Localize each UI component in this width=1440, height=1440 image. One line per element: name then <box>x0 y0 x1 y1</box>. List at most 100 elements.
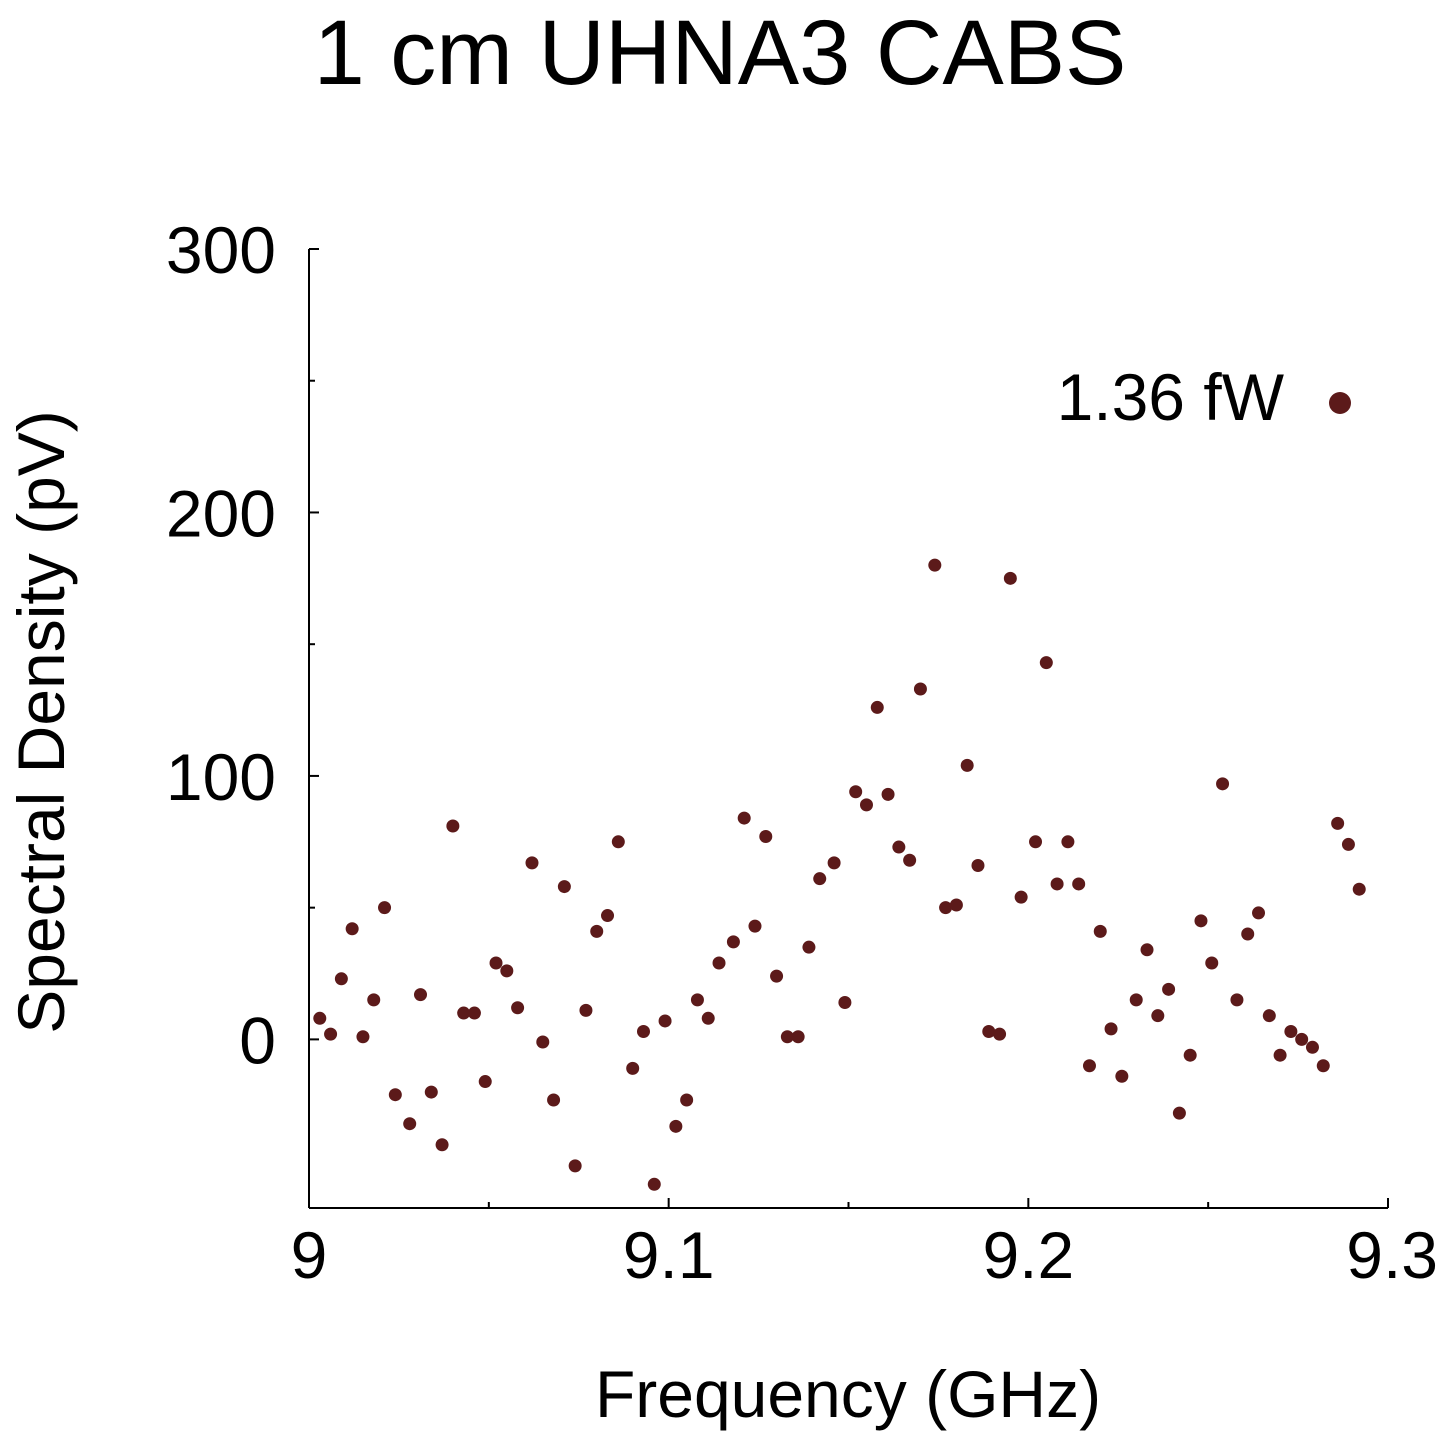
x-tick-label: 9.1 <box>623 1218 715 1292</box>
data-point <box>993 1027 1007 1041</box>
x-tick-label: 9 <box>291 1218 328 1292</box>
data-point <box>557 880 571 894</box>
data-point <box>680 1093 694 1107</box>
y-tick-label: 0 <box>239 1003 276 1077</box>
data-points <box>313 558 1366 1191</box>
data-point <box>770 969 784 983</box>
data-point <box>1305 1040 1319 1054</box>
data-point <box>913 682 927 696</box>
data-point <box>726 935 740 949</box>
data-point <box>1262 1009 1276 1023</box>
data-point <box>1093 924 1107 938</box>
data-point <box>949 898 963 912</box>
data-point <box>1072 877 1086 891</box>
data-point <box>1316 1059 1330 1073</box>
data-point <box>1341 837 1355 851</box>
data-point <box>568 1159 582 1173</box>
data-point <box>791 1030 805 1044</box>
x-tick-label: 9.3 <box>1346 1218 1438 1292</box>
data-point <box>827 856 841 870</box>
data-point <box>478 1075 492 1089</box>
data-point <box>626 1061 640 1075</box>
data-point <box>1273 1048 1287 1062</box>
data-point <box>1241 927 1255 941</box>
legend: 1.36 fW <box>1057 360 1351 434</box>
data-point <box>780 1030 794 1044</box>
data-point <box>701 1011 715 1025</box>
data-point <box>1230 993 1244 1007</box>
data-point <box>1151 1009 1165 1023</box>
data-point <box>1252 906 1266 920</box>
data-point <box>536 1035 550 1049</box>
data-point <box>525 856 539 870</box>
y-tick-label: 200 <box>166 476 276 550</box>
y-tick-label: 300 <box>166 213 276 287</box>
data-point <box>849 785 863 799</box>
chart-title: 1 cm UHNA3 CABS <box>314 2 1127 104</box>
data-point <box>1061 835 1075 849</box>
data-point <box>892 840 906 854</box>
data-point <box>579 1003 593 1017</box>
data-point <box>345 922 359 936</box>
data-point <box>489 956 503 970</box>
data-point <box>658 1014 672 1028</box>
data-point <box>737 811 751 825</box>
data-point <box>313 1011 327 1025</box>
data-point <box>870 700 884 714</box>
data-point <box>647 1177 661 1191</box>
data-point <box>636 1024 650 1038</box>
data-point <box>759 830 773 844</box>
data-point <box>388 1088 402 1102</box>
data-point <box>1014 890 1028 904</box>
data-point <box>1216 777 1230 791</box>
data-point <box>903 853 917 867</box>
data-point <box>802 940 816 954</box>
data-point <box>712 956 726 970</box>
data-point <box>1082 1059 1096 1073</box>
y-tick-label: 100 <box>166 740 276 814</box>
data-point <box>939 901 953 915</box>
data-point <box>1104 1022 1118 1036</box>
x-axis-label: Frequency (GHz) <box>595 1357 1101 1431</box>
data-point <box>467 1006 481 1020</box>
data-point <box>601 909 615 923</box>
data-point <box>324 1027 338 1041</box>
data-point <box>446 819 460 833</box>
data-point <box>748 919 762 933</box>
data-point <box>334 972 348 986</box>
data-point <box>1003 571 1017 585</box>
data-point <box>1039 656 1053 670</box>
data-point <box>356 1030 370 1044</box>
data-point <box>859 798 873 812</box>
data-point <box>378 901 392 915</box>
data-point <box>669 1119 683 1133</box>
data-point <box>1205 956 1219 970</box>
data-point <box>1194 914 1208 928</box>
data-point <box>1140 943 1154 957</box>
data-point <box>1162 982 1176 996</box>
data-point <box>413 988 427 1002</box>
data-point <box>403 1117 417 1131</box>
data-point <box>928 558 942 572</box>
x-axis: 9 9.1 9.2 9.3 <box>291 1198 1438 1292</box>
data-point <box>881 787 895 801</box>
data-point <box>960 758 974 772</box>
y-axis-label: Spectral Density (pV) <box>4 410 78 1034</box>
data-point <box>1183 1048 1197 1062</box>
data-point <box>457 1006 471 1020</box>
data-point <box>1115 1069 1129 1083</box>
data-point <box>590 924 604 938</box>
data-point <box>1050 877 1064 891</box>
data-point <box>971 859 985 872</box>
data-point <box>1352 882 1366 896</box>
data-point <box>500 964 514 978</box>
data-point <box>813 872 827 886</box>
data-point <box>547 1093 561 1107</box>
data-point <box>1129 993 1143 1007</box>
data-point <box>1331 816 1345 830</box>
data-point <box>435 1138 449 1152</box>
data-point <box>1172 1106 1186 1120</box>
data-point <box>511 1001 525 1015</box>
data-point <box>367 993 381 1007</box>
